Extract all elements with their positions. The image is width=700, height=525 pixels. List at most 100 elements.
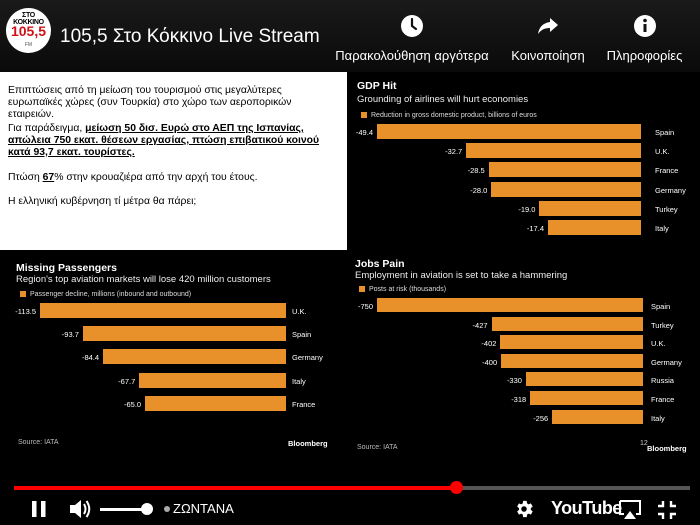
chart-bar — [548, 220, 641, 235]
slide-page-number: 12 — [640, 440, 648, 447]
slide-paragraph-3-prefix: Πτώση — [8, 172, 43, 183]
category-label: Italy — [651, 413, 665, 423]
chart-source: Source: IATA — [357, 444, 398, 451]
chart-bar — [139, 372, 286, 388]
channel-logo[interactable]: ΣΤΟ ΚΟΚΚΙΝΟ 105,5 FM — [6, 8, 51, 53]
logo-line3: FM — [24, 42, 33, 48]
live-indicator-dot — [164, 506, 170, 512]
category-label: Spain — [651, 302, 671, 311]
chart-legend: Reduction in gross domestic product, bil… — [361, 112, 537, 119]
live-label[interactable]: ΖΩΝΤΑΝΑ — [173, 501, 234, 516]
cruise-percent-link[interactable]: 67 — [42, 172, 55, 183]
slide-paragraph-2: Για παράδειγμα, μείωση 50 δισ. Ευρώ στο … — [8, 123, 336, 159]
info-button[interactable]: Πληροφορίες — [597, 14, 692, 63]
chart-bar — [525, 372, 643, 387]
jobs-pain-chart: Jobs Pain Employment in aviation is set t… — [347, 250, 700, 460]
airplay-icon[interactable] — [618, 499, 642, 521]
category-label: France — [292, 399, 316, 409]
chart-bar — [377, 124, 641, 139]
watch-later-label: Παρακολούθηση αργότερα — [335, 48, 489, 63]
chart-title: GDP Hit — [357, 80, 397, 92]
value-label: -400 — [482, 357, 498, 367]
value-label: -49.4 — [355, 128, 373, 137]
value-label: -28.0 — [470, 185, 488, 195]
chart-bar — [377, 298, 643, 312]
info-label: Πληροφορίες — [606, 48, 683, 63]
value-label: -32.7 — [445, 147, 463, 157]
value-label: -330 — [506, 376, 522, 386]
chart-subtitle: Region's top aviation markets will lose … — [16, 274, 271, 285]
chart-bar — [40, 303, 286, 318]
value-label: -256 — [533, 413, 549, 423]
logo-line1: ΣΤΟ ΚΟΚΚΙΝΟ — [13, 12, 44, 26]
chart-bar — [501, 353, 643, 368]
info-icon — [633, 15, 656, 37]
legend-label: Reduction in gross domestic product, bil… — [371, 112, 537, 119]
gdp-hit-chart: GDP Hit Grounding of airlines will hurt e… — [347, 72, 700, 250]
category-label: Russia — [651, 376, 674, 386]
category-label: U.K. — [292, 307, 307, 316]
chart-legend: Passenger decline, millions (inbound and… — [20, 291, 191, 298]
category-label: Italy — [292, 376, 306, 386]
value-label: -19.0 — [518, 204, 536, 214]
category-label: Germany — [655, 185, 686, 195]
value-label: -427 — [472, 320, 488, 330]
settings-gear-icon[interactable] — [513, 498, 535, 520]
value-label: -65.0 — [124, 399, 142, 409]
volume-slider[interactable] — [100, 508, 150, 511]
category-label: Germany — [651, 357, 682, 367]
chart-subtitle: Grounding of airlines will hurt economie… — [357, 94, 529, 105]
volume-icon[interactable] — [68, 498, 92, 520]
legend-swatch — [20, 291, 26, 298]
chart-bar — [539, 200, 641, 216]
pause-icon[interactable] — [29, 499, 49, 519]
chart-bar — [103, 349, 286, 365]
value-label: -318 — [511, 395, 527, 404]
category-label: U.K. — [651, 339, 666, 349]
category-label: Turkey — [651, 320, 674, 330]
value-label: -28.5 — [467, 166, 485, 176]
category-label: France — [655, 166, 679, 176]
scrubber-handle[interactable] — [450, 481, 464, 494]
chart-bar — [491, 316, 643, 331]
chart-source: Source: IATA — [18, 439, 59, 446]
slide-paragraph-2-prefix: Για παράδειγμα, — [8, 123, 86, 134]
chart-bar — [500, 335, 643, 350]
category-label: U.K. — [655, 147, 670, 157]
volume-knob[interactable] — [141, 503, 153, 515]
exit-fullscreen-icon[interactable] — [656, 499, 678, 521]
chart-title: Jobs Pain — [355, 258, 405, 270]
legend-label: Passenger decline, millions (inbound and… — [30, 291, 192, 298]
progress-played — [14, 486, 457, 490]
value-label: -402 — [481, 339, 497, 349]
video-title[interactable]: 105,5 Στο Κόκκινο Live Stream — [60, 26, 320, 47]
category-label: Spain — [655, 128, 675, 137]
share-label: Κοινοποίηση — [511, 48, 585, 63]
category-label: Germany — [292, 353, 323, 363]
slide-paragraph-3-suffix: % στην κρουαζιέρα από την αρχή του έτους… — [54, 172, 258, 183]
watch-later-button[interactable]: Παρακολούθηση αργότερα — [327, 14, 497, 63]
value-label: -84.4 — [81, 353, 100, 363]
clock-icon — [401, 15, 423, 37]
slide-paragraph-3: Πτώση 67% στην κρουαζιέρα από την αρχή τ… — [8, 172, 336, 184]
video-title-bar — [0, 0, 700, 72]
youtube-logo[interactable]: YouTube — [551, 498, 622, 518]
category-label: Spain — [292, 330, 312, 340]
slide-paragraph-1: Επιπτώσεις από τη μείωση του τουρισμού σ… — [8, 85, 292, 120]
gdp-figures-link[interactable]: μείωση 50 δισ. Ευρώ στο ΑΕΠ της Ισπανίας… — [8, 123, 320, 158]
legend-label: Posts at risk (thousands) — [369, 286, 447, 293]
value-label: -113.5 — [15, 307, 36, 316]
chart-title: Missing Passengers — [16, 262, 117, 274]
chart-bar — [488, 162, 641, 178]
category-label: Italy — [655, 224, 669, 233]
value-label: -17.4 — [526, 224, 544, 233]
chart-subtitle: Employment in aviation is set to take a … — [355, 270, 568, 281]
value-label: -93.7 — [61, 330, 79, 340]
chart-bar — [145, 395, 286, 411]
chart-bar — [552, 409, 643, 424]
bloomberg-logo: Bloomberg — [288, 439, 328, 448]
value-label: -750 — [357, 302, 373, 311]
chart-bar — [466, 143, 641, 159]
share-button[interactable]: Κοινοποίηση — [503, 14, 593, 63]
chart-bar — [491, 181, 641, 197]
